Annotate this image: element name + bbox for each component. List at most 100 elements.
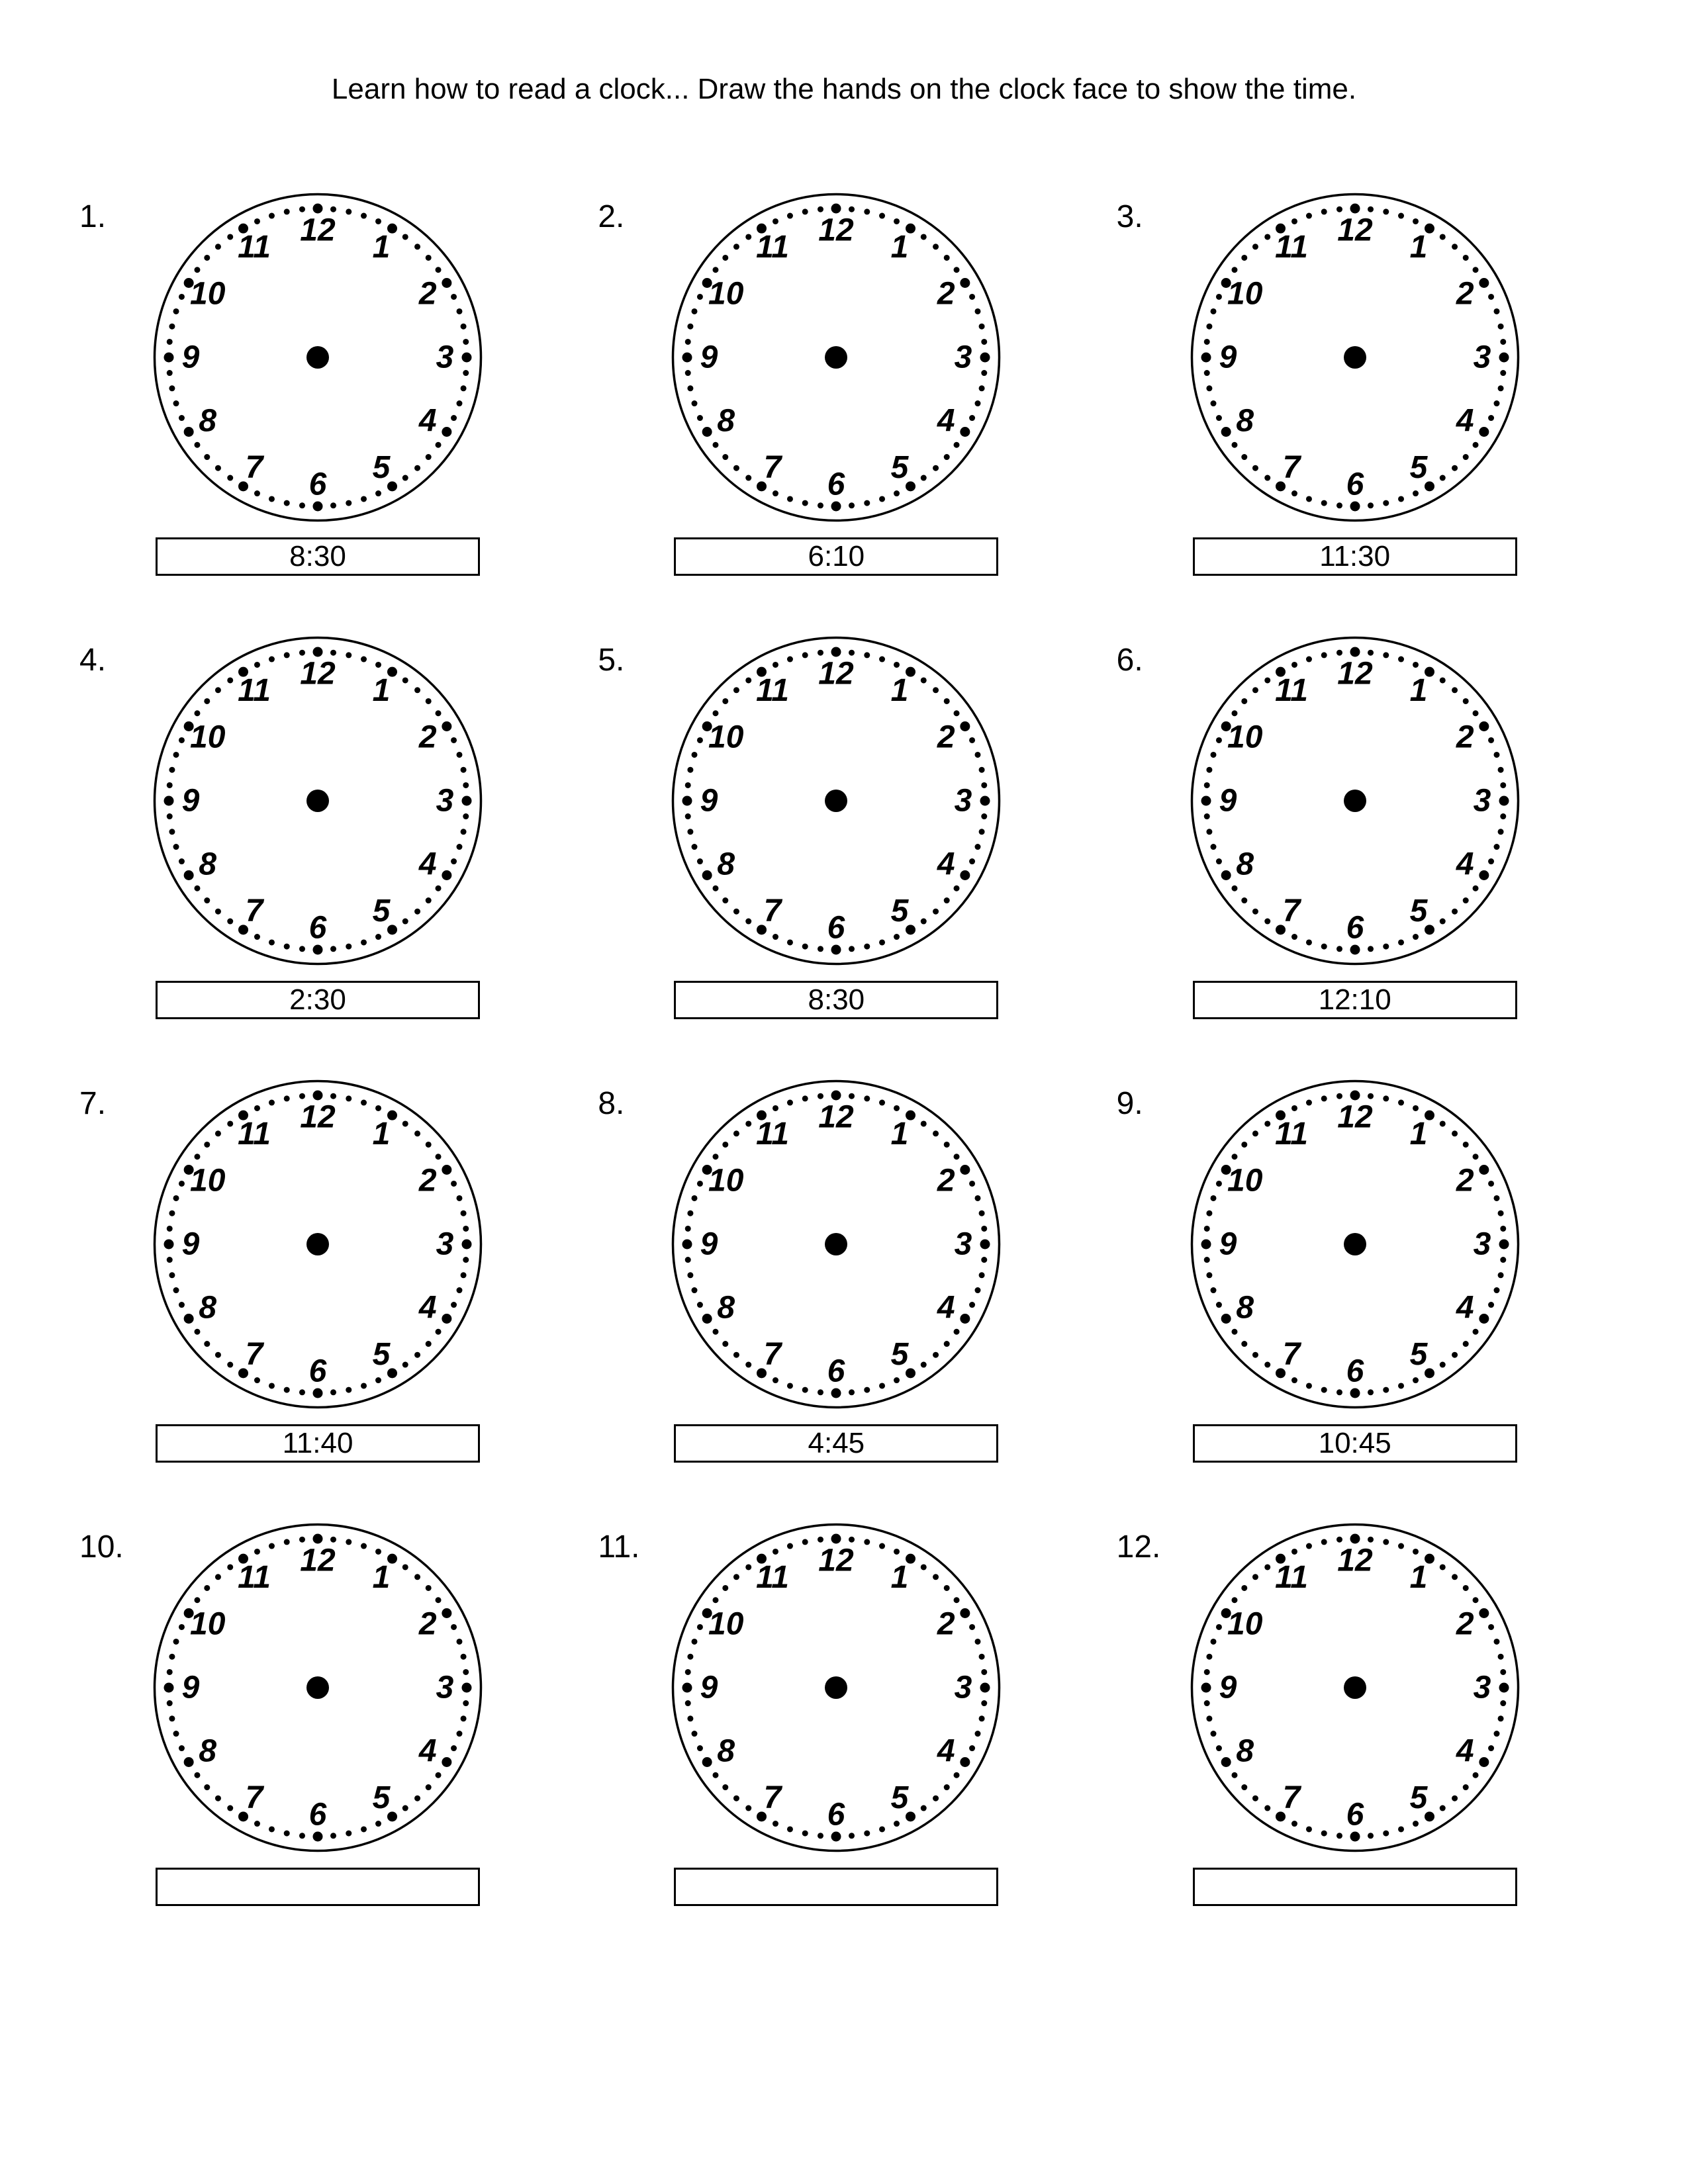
svg-text:3: 3: [436, 784, 454, 819]
problem-cell: 12.121234567891011: [1117, 1522, 1609, 1906]
answer-box[interactable]: 8:30: [156, 537, 480, 576]
svg-text:8: 8: [718, 847, 735, 882]
svg-text:11: 11: [756, 230, 789, 265]
svg-text:6: 6: [1346, 911, 1364, 946]
svg-text:2: 2: [937, 720, 955, 755]
svg-text:12: 12: [300, 1100, 336, 1135]
svg-text:7: 7: [246, 1780, 265, 1815]
svg-text:12: 12: [300, 213, 336, 248]
svg-text:3: 3: [436, 1227, 454, 1262]
svg-text:7: 7: [764, 893, 783, 929]
svg-text:8: 8: [718, 1734, 735, 1769]
svg-text:4: 4: [1456, 1291, 1474, 1326]
svg-text:9: 9: [700, 1227, 718, 1262]
clock-face: 121234567891011: [152, 192, 483, 523]
clock-block: 12123456789101112:10: [1190, 635, 1521, 1019]
svg-text:2: 2: [418, 720, 437, 755]
clock-face: 121234567891011: [671, 192, 1002, 523]
svg-text:9: 9: [182, 1670, 200, 1706]
clock-grid: 1.1212345678910118:302.1212345678910116:…: [79, 192, 1609, 1906]
problem-cell: 5.1212345678910118:30: [598, 635, 1090, 1019]
answer-box[interactable]: 11:30: [1193, 537, 1517, 576]
worksheet-page: Learn how to read a clock... Draw the ha…: [0, 0, 1688, 2184]
svg-text:7: 7: [1282, 893, 1301, 929]
svg-text:11: 11: [1275, 230, 1308, 265]
svg-text:9: 9: [1219, 1670, 1237, 1706]
clock-block: 1212345678910118:30: [671, 635, 1002, 1019]
svg-text:11: 11: [756, 1116, 789, 1152]
svg-text:9: 9: [182, 340, 200, 375]
svg-text:10: 10: [190, 720, 226, 755]
svg-text:6: 6: [827, 911, 845, 946]
svg-text:7: 7: [764, 1780, 783, 1815]
svg-text:1: 1: [1409, 1560, 1427, 1595]
svg-text:4: 4: [937, 847, 955, 882]
problem-cell: 9.12123456789101110:45: [1117, 1079, 1609, 1463]
svg-text:2: 2: [1456, 1607, 1474, 1642]
problem-cell: 3.12123456789101111:30: [1117, 192, 1609, 576]
svg-text:9: 9: [700, 784, 718, 819]
clock-block: 12123456789101111:40: [152, 1079, 483, 1463]
answer-box[interactable]: 4:45: [674, 1424, 998, 1463]
problem-cell: 6.12123456789101112:10: [1117, 635, 1609, 1019]
svg-text:1: 1: [1409, 1116, 1427, 1152]
svg-text:8: 8: [1236, 847, 1254, 882]
answer-box[interactable]: 8:30: [674, 981, 998, 1019]
svg-text:5: 5: [1409, 1780, 1428, 1815]
svg-text:5: 5: [1409, 893, 1428, 929]
svg-text:7: 7: [246, 893, 265, 929]
answer-box[interactable]: 2:30: [156, 981, 480, 1019]
svg-text:10: 10: [190, 277, 226, 312]
svg-text:2: 2: [418, 277, 437, 312]
svg-text:7: 7: [764, 450, 783, 485]
svg-text:6: 6: [309, 911, 327, 946]
svg-text:8: 8: [199, 1291, 216, 1326]
clock-face: 121234567891011: [152, 1079, 483, 1410]
svg-text:12: 12: [1337, 657, 1373, 692]
svg-text:11: 11: [238, 1560, 271, 1595]
clock-block: 1212345678910114:45: [671, 1079, 1002, 1463]
svg-text:11: 11: [238, 1116, 271, 1152]
answer-box[interactable]: 12:10: [1193, 981, 1517, 1019]
clock-block: 121234567891011: [1190, 1522, 1521, 1906]
answer-box[interactable]: 11:40: [156, 1424, 480, 1463]
svg-text:12: 12: [1337, 1100, 1373, 1135]
svg-text:5: 5: [891, 1337, 910, 1372]
svg-text:11: 11: [756, 673, 789, 708]
question-number: 4.: [79, 635, 152, 678]
svg-text:8: 8: [718, 404, 735, 439]
svg-text:11: 11: [1275, 1116, 1308, 1152]
svg-text:4: 4: [1456, 404, 1474, 439]
svg-text:3: 3: [955, 784, 972, 819]
svg-text:9: 9: [700, 1670, 718, 1706]
svg-text:1: 1: [373, 673, 391, 708]
svg-text:3: 3: [955, 1670, 972, 1706]
svg-text:4: 4: [418, 404, 437, 439]
svg-text:4: 4: [418, 1734, 437, 1769]
svg-text:11: 11: [1275, 673, 1308, 708]
svg-text:2: 2: [1456, 277, 1474, 312]
svg-text:11: 11: [238, 230, 271, 265]
answer-box[interactable]: 6:10: [674, 537, 998, 576]
svg-text:3: 3: [436, 340, 454, 375]
svg-text:8: 8: [199, 847, 216, 882]
svg-text:9: 9: [700, 340, 718, 375]
svg-text:6: 6: [827, 1354, 845, 1389]
svg-text:12: 12: [819, 213, 855, 248]
answer-box[interactable]: [1193, 1868, 1517, 1906]
svg-text:1: 1: [891, 1116, 909, 1152]
svg-text:1: 1: [891, 230, 909, 265]
clock-block: 12123456789101111:30: [1190, 192, 1521, 576]
clock-face: 121234567891011: [1190, 1079, 1521, 1410]
svg-text:8: 8: [1236, 1734, 1254, 1769]
svg-text:9: 9: [182, 1227, 200, 1262]
svg-text:12: 12: [1337, 1543, 1373, 1578]
problem-cell: 11.121234567891011: [598, 1522, 1090, 1906]
svg-text:12: 12: [819, 657, 855, 692]
answer-box[interactable]: 10:45: [1193, 1424, 1517, 1463]
answer-box[interactable]: [156, 1868, 480, 1906]
svg-text:5: 5: [373, 893, 391, 929]
svg-text:11: 11: [1275, 1560, 1308, 1595]
answer-box[interactable]: [674, 1868, 998, 1906]
question-number: 6.: [1117, 635, 1190, 678]
